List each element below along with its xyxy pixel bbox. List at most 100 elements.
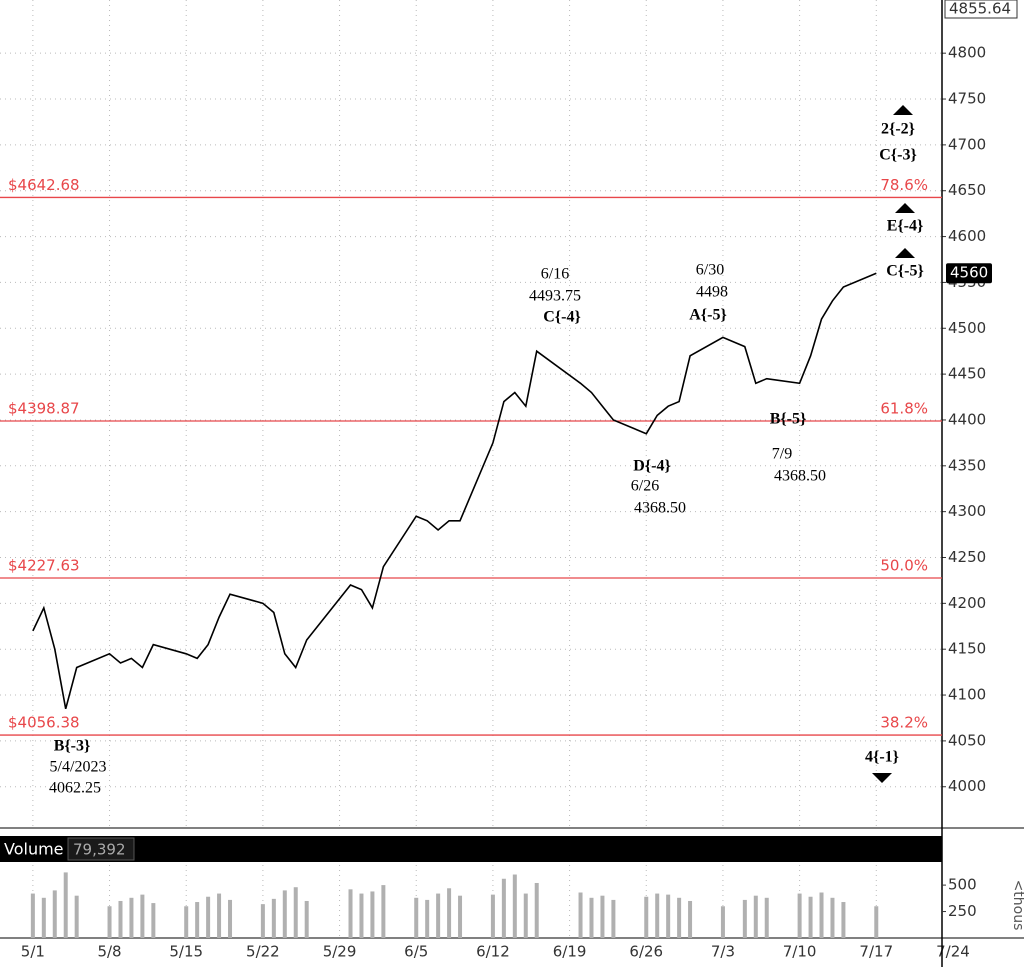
y-tick-label: 4700 [948,135,986,153]
volume-bar [293,887,298,938]
level-pct-label: 61.8% [880,399,928,417]
volume-bar [600,895,605,938]
volume-bar [578,892,583,938]
x-tick-label: 7/17 [859,943,893,961]
volume-bar [666,894,671,938]
wave-annotation: 4{-1} [865,749,899,766]
wave-annotation: B{-5} [770,411,807,428]
x-tick-label: 6/5 [404,943,428,961]
x-tick-label: 7/10 [783,943,817,961]
x-tick-label: 7/3 [711,943,735,961]
volume-tick-label: 250 [948,902,977,920]
y-tick-label: 4500 [948,319,986,337]
volume-bar [30,893,35,938]
volume-bar [304,900,309,938]
level-pct-label: 38.2% [880,714,928,732]
y-tick-label: 4650 [948,181,986,199]
y-tick-label: 4600 [948,227,986,245]
wave-annotation: 6/30 [696,262,724,279]
y-tick-label: 4050 [948,731,986,749]
volume-bar [195,902,200,938]
volume-bar [370,891,375,938]
volume-bar [184,906,189,938]
level-price-label: $4642.68 [8,176,80,194]
volume-readout: 79,392 [73,841,126,859]
wave-annotation: 2{-2} [881,121,915,138]
y-tick-label: 4300 [948,502,986,520]
volume-bar [720,906,725,938]
volume-bar [140,894,145,938]
level-price-label: $4398.87 [8,399,80,417]
last-price-label: 4560 [950,264,988,282]
wave-annotation: D{-4} [633,458,671,475]
volume-bar [436,893,441,938]
wave-marker [893,105,913,115]
volume-bar [41,897,46,938]
volume-bar [753,895,758,938]
level-pct-label: 50.0% [880,557,928,575]
wave-annotation: 4368.50 [634,500,686,517]
volume-bar [359,893,364,938]
volume-bar [52,890,57,938]
volume-bar [688,900,693,938]
volume-bar [655,893,660,938]
x-tick-label: 5/1 [21,943,45,961]
volume-bar [644,896,649,938]
volume-bar [523,893,528,938]
volume-bar [381,885,386,938]
x-tick-label: 5/22 [246,943,280,961]
y-tick-label: 4750 [948,90,986,108]
volume-bar [151,903,156,938]
volume-unit: <thous [1010,880,1024,931]
y-tick-label: 4200 [948,594,986,612]
volume-bar [425,899,430,938]
y-tick-label: 4400 [948,410,986,428]
y-tick-label: 4350 [948,456,986,474]
wave-annotation: 4368.50 [774,468,826,485]
y-tick-label: 4100 [948,686,986,704]
volume-bar [74,895,79,938]
volume-bar [490,894,495,938]
wave-annotation: 7/9 [772,446,792,463]
high-marker-box [944,0,1018,19]
wave-annotation: C{-4} [543,309,581,326]
volume-bar [447,888,452,938]
volume-bar [348,889,353,938]
level-price-label: $4056.38 [8,714,80,732]
wave-annotation: 5/4/2023 [50,759,107,776]
last-price-box [946,263,992,284]
y-tick-label: 4800 [948,44,986,62]
wave-annotation: E{-4} [887,218,924,235]
y-tick-label: 4450 [948,365,986,383]
volume-tick-label: 500 [948,876,977,894]
volume-bar [228,899,233,938]
volume-bar [458,895,463,938]
volume-bar [217,893,222,938]
volume-bar [764,897,769,938]
volume-bar [611,899,616,938]
volume-bar [589,897,594,938]
volume-bar [271,898,276,938]
y-tick-label: 4150 [948,640,986,658]
y-tick-label: 4000 [948,777,986,795]
volume-bar [874,906,879,938]
level-pct-label: 78.6% [880,176,928,194]
wave-annotation: 4493.75 [529,288,581,305]
wave-annotation: 6/26 [631,478,659,495]
y-tick-label: 4250 [948,548,986,566]
wave-annotation: 4062.25 [49,780,101,797]
wave-annotation: B{-3} [54,738,91,755]
level-price-label: $4227.63 [8,557,80,575]
high-marker-label: 4855.64 [949,0,1011,18]
wave-annotation: 6/16 [541,266,569,283]
volume-bar [129,897,134,938]
wave-annotation: C{-3} [879,147,917,164]
volume-bar [797,893,802,938]
wave-marker [872,773,892,783]
volume-bar [534,882,539,938]
volume-bar [260,904,265,938]
x-tick-label: 6/26 [629,943,663,961]
volume-bar [107,906,112,938]
